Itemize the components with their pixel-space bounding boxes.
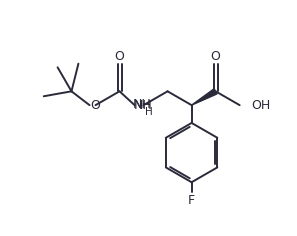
Text: O: O: [211, 50, 221, 63]
Polygon shape: [192, 89, 217, 105]
Text: F: F: [188, 194, 195, 206]
Text: H: H: [145, 107, 152, 117]
Text: O: O: [115, 50, 124, 63]
Text: O: O: [91, 99, 100, 112]
Text: OH: OH: [252, 99, 271, 112]
Text: NH: NH: [133, 98, 152, 111]
Text: NH: NH: [134, 99, 153, 112]
